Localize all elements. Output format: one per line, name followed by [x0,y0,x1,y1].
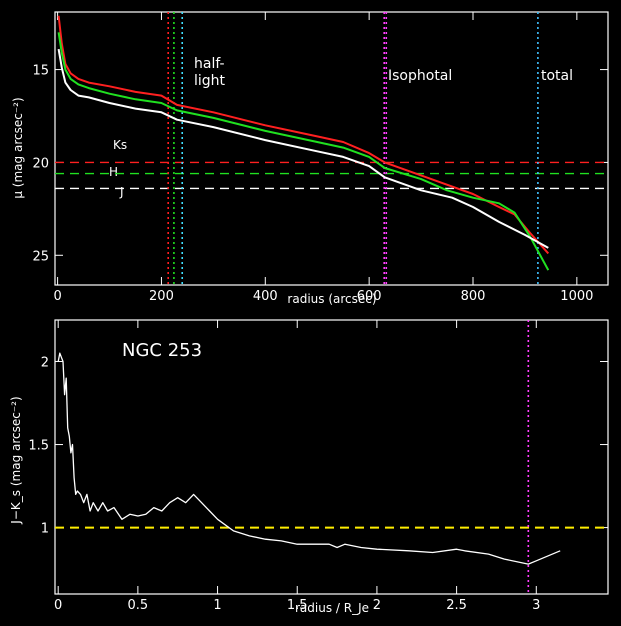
p1-x-tick-label: 3 [532,598,540,613]
p0-x-tick-label: 200 [149,289,174,304]
p1-x-tick-label: 2 [373,598,381,613]
p0-series-line-j [57,48,549,249]
p0-x-tick-label: 0 [53,289,61,304]
annotation-isophotal: Isophotal [388,68,452,84]
p1-plot-frame [54,319,609,595]
p1-x-tick-label: 1 [213,598,221,613]
annotation-half: half- [194,56,225,72]
p1-series-line-color [57,352,561,565]
p0-series-line-ks [57,15,550,255]
p0-x-tick-label: 1000 [560,289,593,304]
bottom-x-axis-label: radius / R_Je [295,601,369,615]
p0-y-tick-label: 15 [32,64,49,79]
p1-y-tick-label: 2 [41,356,49,371]
p1-x-tick-label: 1.5 [287,598,308,613]
p1-x-tick-label: 0 [54,598,62,613]
hline-label-h: H [109,165,118,179]
hline-label-ks: Ks [113,138,127,152]
p1-y-tick-label: 1.5 [28,439,49,454]
bottom-y-axis-label: J−K_s (mag arcsec⁻²) [9,396,23,524]
p0-x-tick-label: 800 [461,289,486,304]
hline-label-j: J [119,185,124,199]
p0-y-tick-label: 20 [32,156,49,171]
p0-x-tick-label: 400 [253,289,278,304]
annotation-light: light [194,73,226,89]
top-x-axis-label: radius (arcsec) [287,292,376,306]
top-y-axis-label: μ (mag arcsec⁻²) [11,97,25,198]
annotation-total: total [541,68,573,84]
bottom-chart-title: NGC 253 [122,340,202,361]
p0-y-tick-label: 25 [32,249,49,264]
p0-series-line-h [57,32,550,271]
p1-x-tick-label: 2.5 [446,598,467,613]
p0-x-tick-label: 600 [357,289,382,304]
p1-y-tick-label: 1 [41,522,49,537]
p1-x-tick-label: 0.5 [128,598,149,613]
p0-plot-frame [54,11,609,286]
